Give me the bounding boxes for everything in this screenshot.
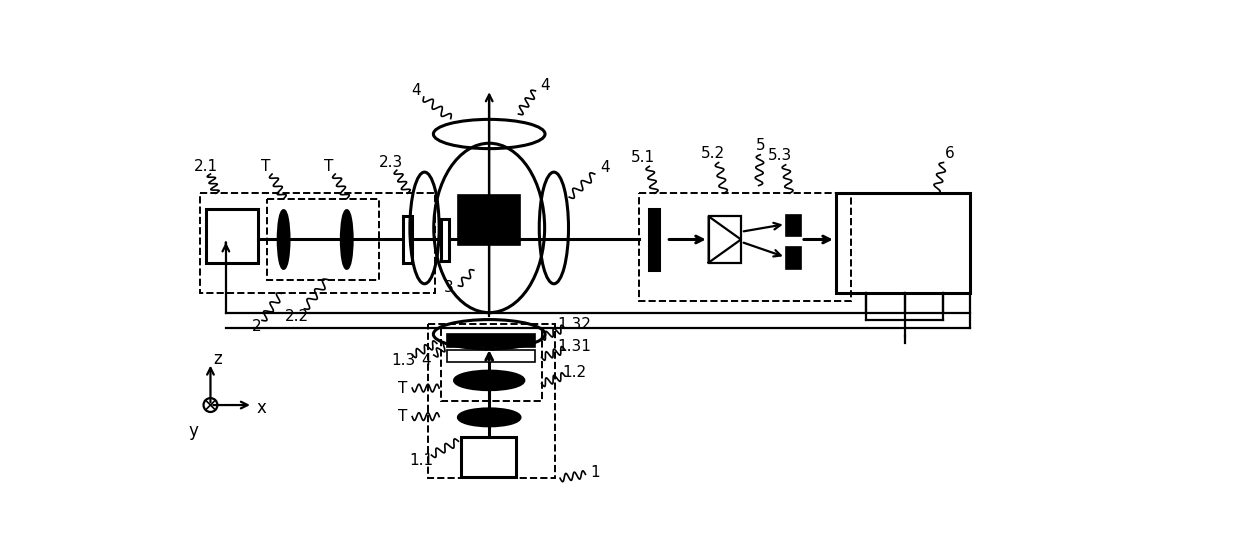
Text: 2.2: 2.2 [285, 309, 309, 324]
Text: x: x [257, 399, 267, 417]
Ellipse shape [455, 371, 523, 390]
Text: 1.3: 1.3 [391, 353, 415, 368]
Text: 5: 5 [755, 138, 765, 153]
Text: T: T [398, 380, 408, 396]
FancyBboxPatch shape [441, 219, 449, 261]
Text: 5.2: 5.2 [701, 146, 724, 161]
FancyBboxPatch shape [403, 216, 412, 263]
Text: 4: 4 [539, 78, 549, 93]
Text: 1.31: 1.31 [557, 339, 590, 354]
FancyBboxPatch shape [786, 215, 801, 236]
Text: 1.2: 1.2 [562, 365, 587, 380]
Text: 5.3: 5.3 [768, 148, 792, 163]
Text: T: T [325, 159, 334, 174]
Text: 3: 3 [444, 280, 454, 295]
FancyBboxPatch shape [459, 195, 520, 245]
FancyBboxPatch shape [446, 349, 536, 362]
Text: 2: 2 [252, 319, 262, 334]
Text: 5.1: 5.1 [631, 150, 655, 164]
Text: 4: 4 [600, 161, 610, 176]
Text: 6: 6 [945, 146, 955, 161]
FancyBboxPatch shape [786, 247, 801, 269]
Ellipse shape [459, 409, 520, 426]
Text: z: z [213, 350, 222, 368]
Text: T: T [398, 409, 408, 424]
FancyBboxPatch shape [446, 334, 536, 347]
Text: 4: 4 [422, 353, 430, 368]
Text: 1.1: 1.1 [409, 453, 434, 468]
FancyBboxPatch shape [650, 209, 658, 270]
Text: y: y [188, 422, 198, 440]
FancyBboxPatch shape [708, 216, 742, 263]
Text: 1: 1 [590, 465, 600, 480]
Text: 2.3: 2.3 [379, 155, 403, 170]
Text: 4: 4 [412, 83, 420, 98]
Text: 2.1: 2.1 [193, 159, 218, 174]
Ellipse shape [341, 211, 352, 268]
Text: 1.32: 1.32 [557, 317, 590, 332]
Text: T: T [262, 159, 270, 174]
Ellipse shape [278, 211, 289, 268]
